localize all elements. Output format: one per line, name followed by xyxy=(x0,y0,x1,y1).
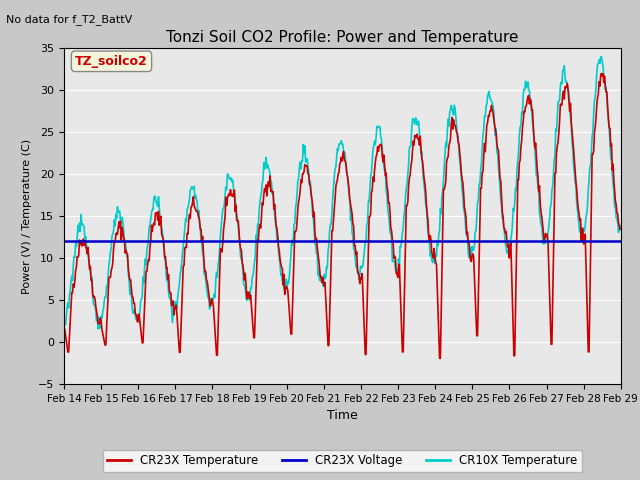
CR23X Temperature xyxy=(70,284,78,290)
CR23X Temperature xyxy=(617,226,625,232)
CR23X Voltage xyxy=(184,238,192,244)
CR10X Temperature xyxy=(94,326,102,332)
Text: No data for f_T2_BattV: No data for f_T2_BattV xyxy=(6,14,132,25)
Line: CR10X Temperature: CR10X Temperature xyxy=(64,57,621,329)
CR23X Temperature xyxy=(127,285,135,290)
CR23X Voltage xyxy=(60,238,68,244)
CR10X Temperature xyxy=(60,316,68,322)
CR23X Temperature xyxy=(436,356,444,361)
CR23X Temperature xyxy=(410,142,418,148)
CR10X Temperature xyxy=(214,262,222,267)
CR23X Voltage xyxy=(617,238,625,244)
CR10X Temperature xyxy=(617,223,625,228)
CR23X Temperature xyxy=(184,231,192,237)
CR23X Voltage xyxy=(127,238,135,244)
CR23X Voltage xyxy=(426,238,434,244)
CR23X Temperature xyxy=(426,233,434,239)
CR10X Temperature xyxy=(428,248,435,253)
CR10X Temperature xyxy=(411,121,419,127)
CR10X Temperature xyxy=(598,54,605,60)
CR10X Temperature xyxy=(185,201,193,207)
Title: Tonzi Soil CO2 Profile: Power and Temperature: Tonzi Soil CO2 Profile: Power and Temper… xyxy=(166,30,518,46)
Legend: CR23X Temperature, CR23X Voltage, CR10X Temperature: CR23X Temperature, CR23X Voltage, CR10X … xyxy=(102,450,582,472)
CR23X Temperature xyxy=(214,352,221,358)
CR23X Temperature xyxy=(598,71,605,76)
CR23X Voltage xyxy=(214,238,221,244)
CR23X Temperature xyxy=(60,324,68,330)
CR23X Voltage xyxy=(410,238,418,244)
CR10X Temperature xyxy=(128,305,136,311)
CR10X Temperature xyxy=(70,253,78,259)
Y-axis label: Power (V) / Temperature (C): Power (V) / Temperature (C) xyxy=(22,138,33,294)
Text: TZ_soilco2: TZ_soilco2 xyxy=(75,55,148,68)
CR23X Voltage xyxy=(70,238,78,244)
Line: CR23X Temperature: CR23X Temperature xyxy=(64,73,621,359)
X-axis label: Time: Time xyxy=(327,409,358,422)
